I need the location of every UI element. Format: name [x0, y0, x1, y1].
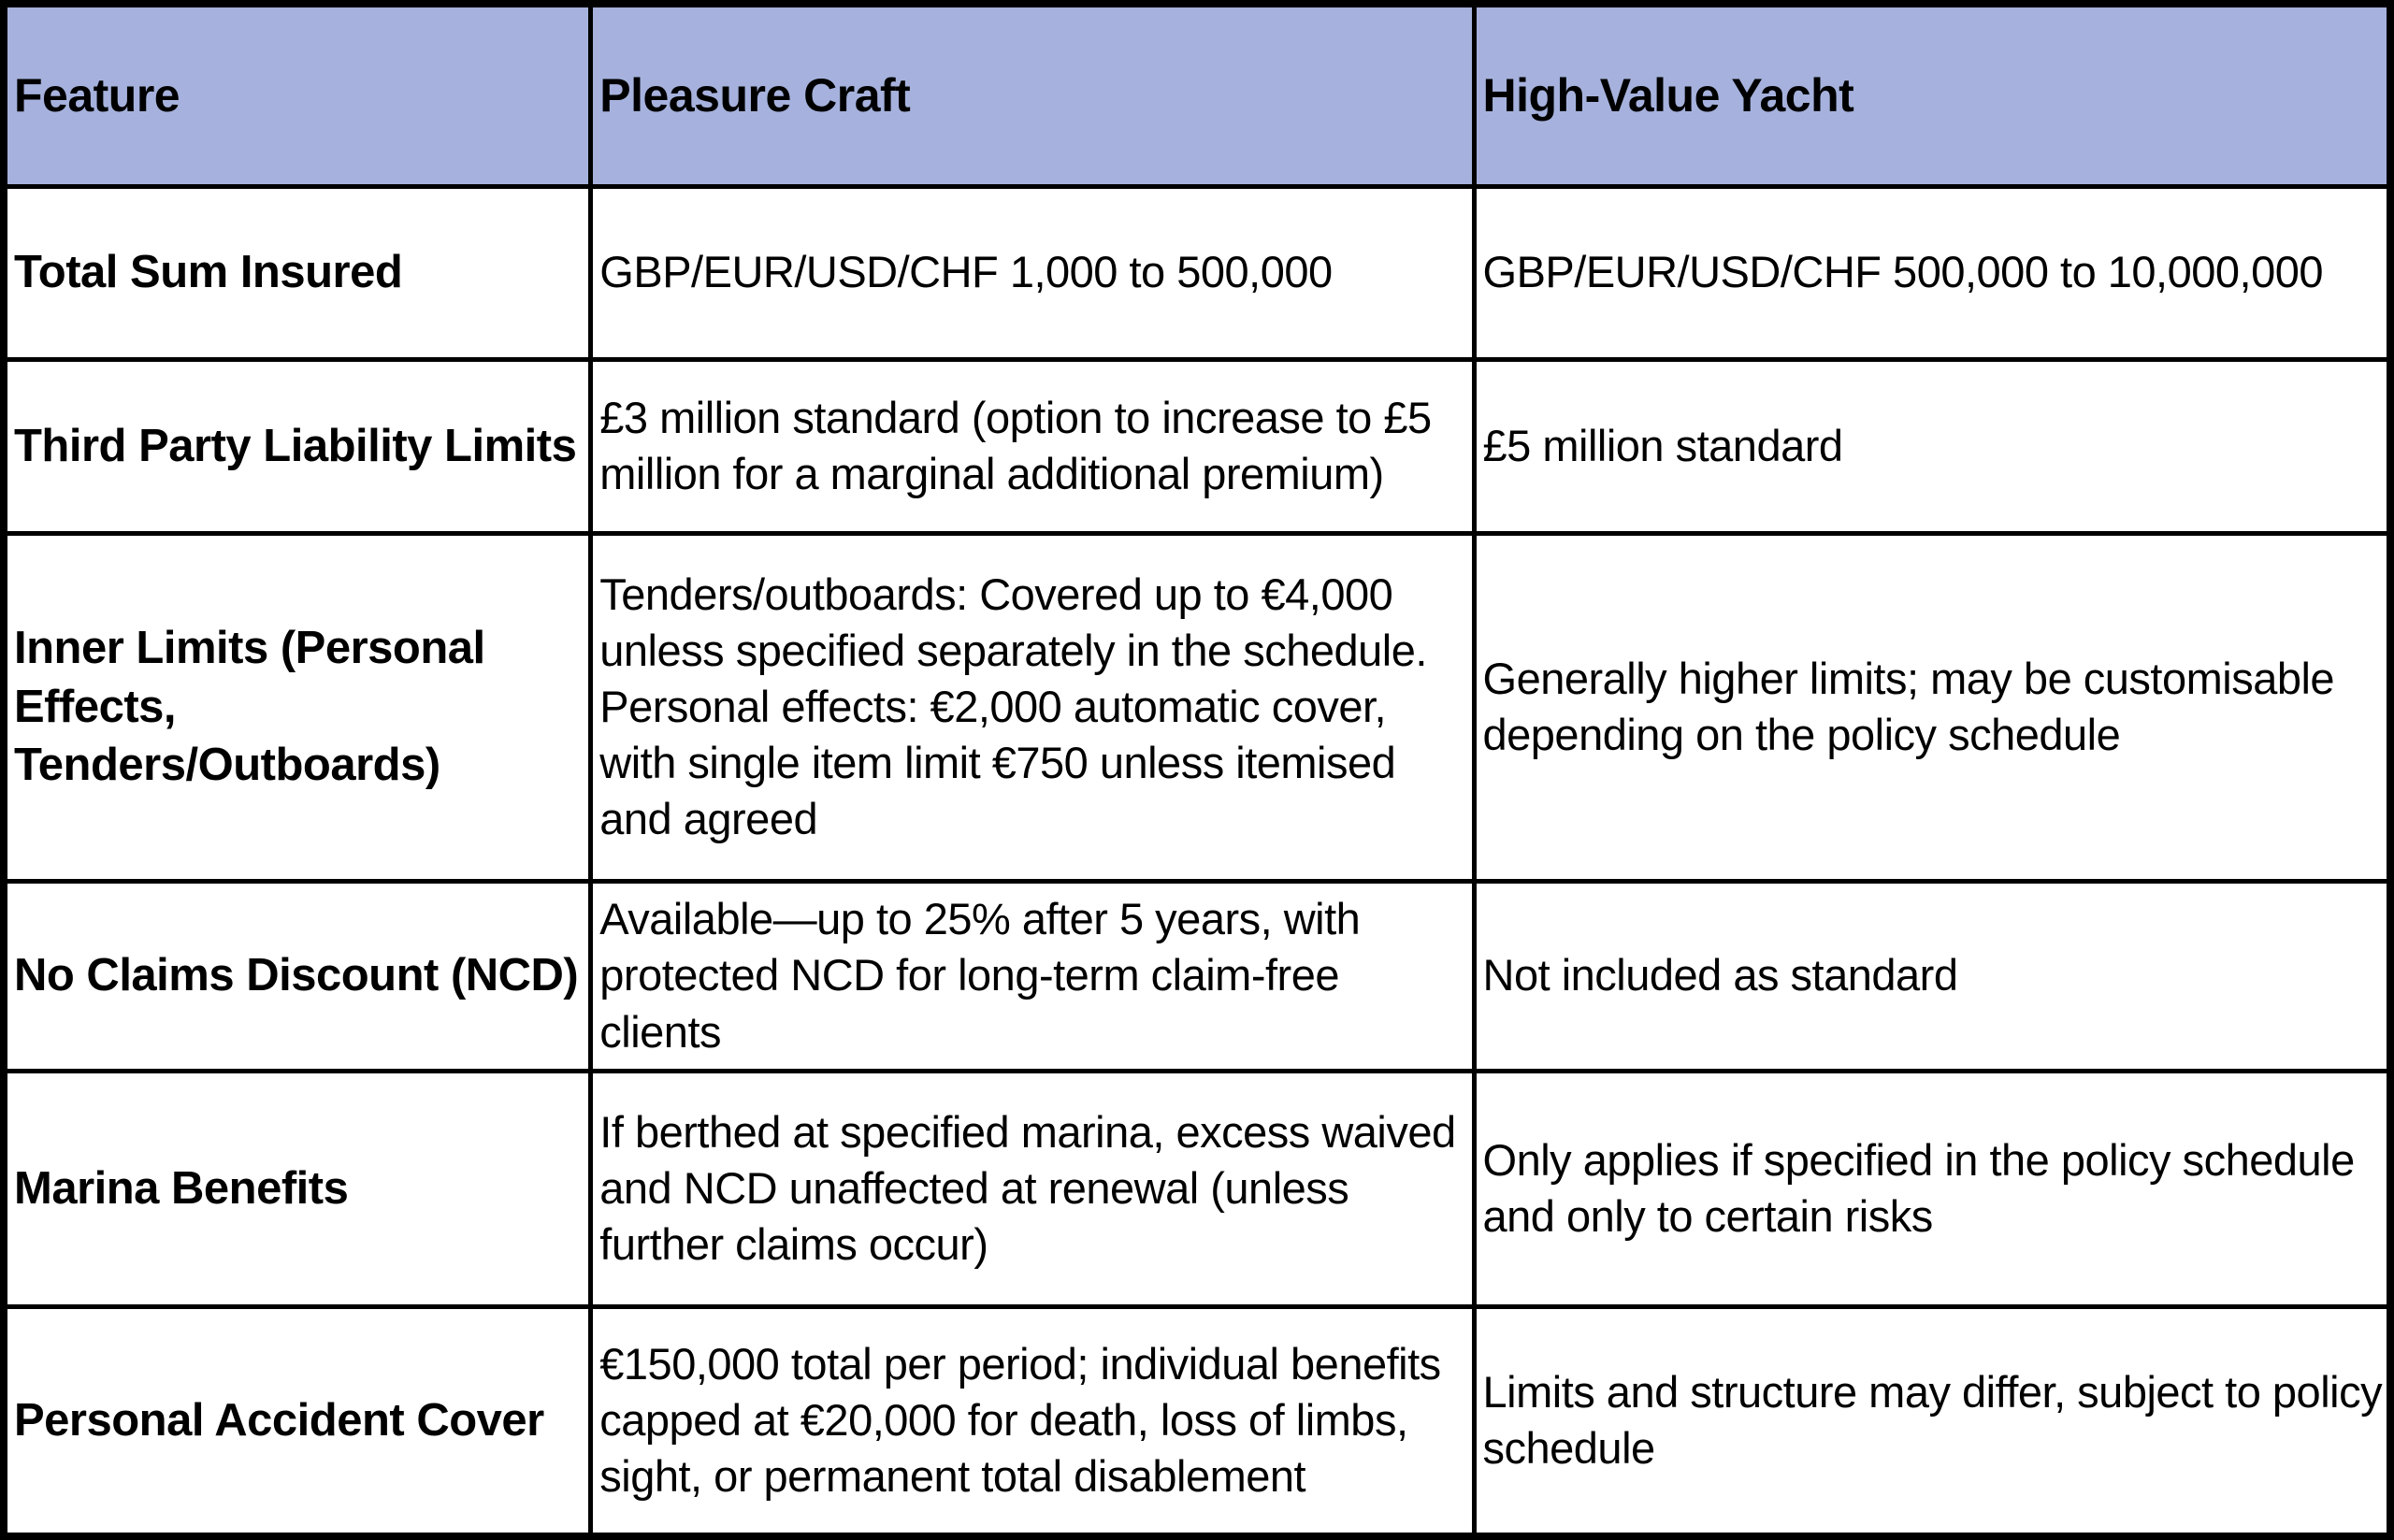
cell-feature: Third Party Liability Limits: [1, 356, 594, 536]
column-header-pleasure-craft: Pleasure Craft: [588, 1, 1477, 189]
column-header-feature: Feature: [1, 1, 594, 189]
cell-feature: No Claims Discount (NCD): [1, 878, 594, 1073]
cell-high-value-yacht: GBP/EUR/USD/CHF 500,000 to 10,000,000: [1471, 183, 2393, 362]
cell-high-value-yacht: Only applies if specified in the policy …: [1471, 1068, 2393, 1309]
table-row: Marina Benefits If berthed at specified …: [1, 1068, 2393, 1309]
cell-pleasure-craft: €150,000 total per period; individual be…: [588, 1303, 1477, 1539]
table-row: No Claims Discount (NCD) Available—up to…: [1, 878, 2393, 1073]
cell-high-value-yacht: £5 million standard: [1471, 356, 2393, 536]
cell-feature: Marina Benefits: [1, 1068, 594, 1309]
table-header-row: Feature Pleasure Craft High-Value Yacht: [1, 1, 2393, 189]
cell-feature: Total Sum Insured: [1, 183, 594, 362]
table-row: Total Sum Insured GBP/EUR/USD/CHF 1,000 …: [1, 183, 2393, 362]
table-row: Inner Limits (Personal Effects, Tenders/…: [1, 530, 2393, 884]
table-row: Third Party Liability Limits £3 million …: [1, 356, 2393, 536]
cell-pleasure-craft: If berthed at specified marina, excess w…: [588, 1068, 1477, 1309]
cell-pleasure-craft: GBP/EUR/USD/CHF 1,000 to 500,000: [588, 183, 1477, 362]
column-header-high-value-yacht: High-Value Yacht: [1471, 1, 2393, 189]
cell-pleasure-craft: £3 million standard (option to increase …: [588, 356, 1477, 536]
cell-feature: Inner Limits (Personal Effects, Tenders/…: [1, 530, 594, 884]
cell-high-value-yacht: Limits and structure may differ, subject…: [1471, 1303, 2393, 1539]
cell-feature: Personal Accident Cover: [1, 1303, 594, 1539]
cell-high-value-yacht: Generally higher limits; may be customis…: [1471, 530, 2393, 884]
table-row: Personal Accident Cover €150,000 total p…: [1, 1303, 2393, 1539]
cell-pleasure-craft: Tenders/outboards: Covered up to €4,000 …: [588, 530, 1477, 884]
cell-high-value-yacht: Not included as standard: [1471, 878, 2393, 1073]
cell-pleasure-craft: Available—up to 25% after 5 years, with …: [588, 878, 1477, 1073]
